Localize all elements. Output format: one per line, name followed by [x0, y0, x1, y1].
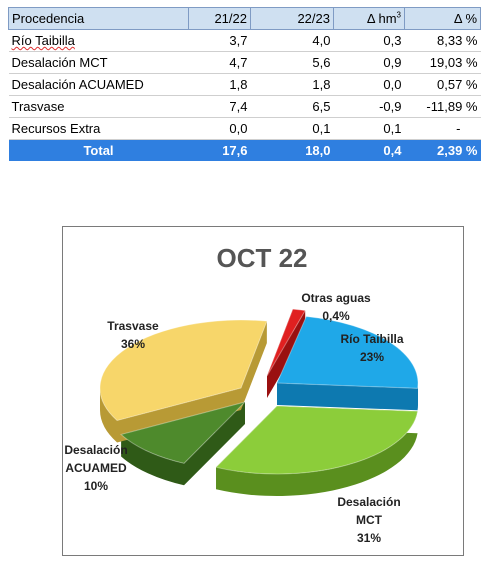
table-row: Río Taibilla 3,7 4,0 0,3 8,33 % [8, 29, 481, 52]
slice-otras-aguas-label-line: 0,4% [322, 309, 350, 323]
cell-delta-hm3: -0,9 [333, 95, 405, 118]
slice-trasvase-label-line: 36% [121, 337, 145, 351]
total-label: Total [8, 139, 189, 161]
slice-rio-taibilla-label-line: Río Taibilla [340, 332, 403, 346]
cell-2223: 1,8 [250, 73, 334, 96]
pie-chart-frame: OCT 22 Río Taibilla 23% Desalación MCT 31% De… [62, 226, 464, 556]
total-delta-hm3: 0,4 [333, 139, 405, 161]
cell-2122: 7,4 [188, 95, 251, 118]
table-header-row: Procedencia 21/22 22/23 Δ hm3 Δ % [8, 7, 481, 30]
cell-delta-hm3: 0,3 [333, 29, 405, 52]
slice-desalacion-mct [215, 405, 419, 475]
pie-chart: OCT 22 Río Taibilla 23%Desalación MCT 31%De… [64, 243, 419, 545]
total-2122: 17,6 [188, 139, 251, 161]
row-label: Trasvase [8, 95, 189, 118]
table-total-row: Total 17,6 18,0 0,4 2,39 % [8, 139, 481, 161]
slice-desalacion-mct-label: Desalación MCT 31% [337, 495, 400, 545]
slice-desalacion-mct-label-line: 31% [357, 531, 381, 545]
slice-otras-aguas-label-line: Otras aguas [301, 291, 371, 305]
cell-delta-hm3: 0,9 [333, 51, 405, 74]
water-sources-table: Procedencia 21/22 22/23 Δ hm3 Δ % Río Ta… [8, 7, 481, 161]
slice-otras-aguas-label: Otras aguas 0,4% [301, 291, 371, 323]
slice-trasvase-label-line: Trasvase [107, 319, 159, 333]
slice-otras-aguas [266, 308, 307, 377]
cell-2122: 0,0 [188, 117, 251, 140]
slice-desalacion-acuamed-label-line: 10% [84, 479, 108, 493]
slice-desalacion-mct-label-line: MCT [356, 513, 383, 527]
cell-2122: 1,8 [188, 73, 251, 96]
row-label: Desalación MCT [8, 51, 189, 74]
row-label: Desalación ACUAMED [8, 73, 189, 96]
cell-2223: 0,1 [250, 117, 334, 140]
slice-rio-taibilla-label-line: 23% [360, 350, 384, 364]
cell-2122: 3,7 [188, 29, 251, 52]
chart-title: OCT 22 [216, 243, 307, 273]
header-2122: 21/22 [188, 7, 251, 30]
row-label-text: Río Taibilla [11, 33, 75, 48]
table-row: Desalación MCT 4,7 5,6 0,9 19,03 % [8, 51, 481, 74]
header-delta-hm-text: Δ hm [366, 11, 397, 26]
slice-desalacion-acuamed [120, 401, 247, 464]
slice-desalacion-acuamed-label-line: Desalación [64, 443, 127, 457]
table-row: Trasvase 7,4 6,5 -0,9 -11,89 % [8, 95, 481, 118]
pie-slice-tops [99, 308, 419, 475]
slice-desalacion-acuamed-label-line: ACUAMED [65, 461, 127, 475]
cell-delta-pct: 8,33 % [404, 29, 481, 52]
cell-2223: 4,0 [250, 29, 334, 52]
cell-delta-pct: -11,89 % [404, 95, 481, 118]
header-delta-hm3: Δ hm3 [333, 7, 405, 30]
row-label: Recursos Extra [8, 117, 189, 140]
cell-delta-hm3: 0,1 [333, 117, 405, 140]
cell-2122: 4,7 [188, 51, 251, 74]
slice-desalacion-mct-label-line: Desalación [337, 495, 400, 509]
slice-trasvase-label: Trasvase 36% [107, 319, 159, 351]
cell-2223: 6,5 [250, 95, 334, 118]
slice-otras-aguas-side [267, 309, 306, 398]
table-row: Recursos Extra 0,0 0,1 0,1 - [8, 117, 481, 140]
total-2223: 18,0 [250, 139, 334, 161]
slice-trasvase [99, 319, 268, 422]
slice-rio-taibilla-label: Río Taibilla 23% [340, 332, 403, 364]
slice-desalacion-acuamed-label: Desalación ACUAMED 10% [64, 443, 127, 493]
cell-delta-hm3: 0,0 [333, 73, 405, 96]
cell-delta-pct: - [404, 117, 481, 140]
total-delta-pct: 2,39 % [404, 139, 481, 161]
table-row: Desalación ACUAMED 1,8 1,8 0,0 0,57 % [8, 73, 481, 96]
header-procedencia: Procedencia [8, 7, 189, 30]
cell-delta-pct: 0,57 % [404, 73, 481, 96]
cell-delta-pct: 19,03 % [404, 51, 481, 74]
row-label: Río Taibilla [8, 29, 189, 52]
slice-rio-taibilla-side [277, 316, 418, 411]
slice-rio-taibilla [276, 315, 419, 389]
pie-slice-labels: Río Taibilla 23%Desalación MCT 31%Desalació… [64, 291, 404, 545]
header-delta-hm-superscript: 3 [396, 10, 401, 20]
cell-2223: 5,6 [250, 51, 334, 74]
header-2223: 22/23 [250, 7, 334, 30]
header-delta-pct: Δ % [404, 7, 481, 30]
